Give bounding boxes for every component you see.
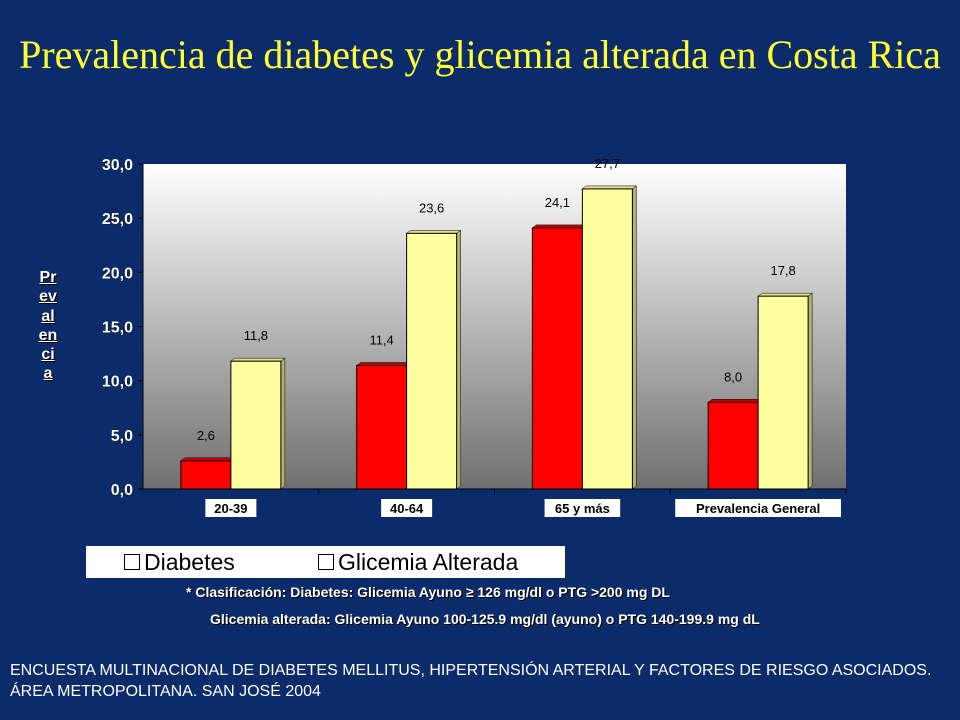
legend-swatch-diabetes xyxy=(124,554,140,570)
bar-diabetes xyxy=(531,227,583,490)
bar-diabetes xyxy=(356,365,408,490)
data-label: 17,8 xyxy=(770,263,795,278)
bar-side xyxy=(280,357,286,490)
bar-side xyxy=(807,292,813,490)
bar-glicemia xyxy=(757,295,809,490)
source-citation: ENCUESTA MULTINACIONAL DE DIABETES MELLI… xyxy=(10,662,932,700)
bar-diabetes xyxy=(180,460,232,490)
y-tick-label: 5,0 xyxy=(111,428,133,445)
bar-side xyxy=(456,229,461,490)
legend-swatch-glicemia xyxy=(318,554,334,570)
legend-label-diabetes: Diabetes xyxy=(144,549,235,575)
x-tick-label: 65 y más xyxy=(555,501,610,516)
y-axis-label: Prevalencia xyxy=(38,269,58,383)
x-tick-label: 20-39 xyxy=(214,501,247,516)
y-tick-label: 20,0 xyxy=(102,265,133,282)
x-tick-label: 40-64 xyxy=(390,501,424,516)
y-tick-label: 15,0 xyxy=(102,320,133,337)
note-glicemia: Glicemia alterada: Glicemia Ayuno 100-12… xyxy=(210,611,760,627)
x-tick-label-box xyxy=(381,499,433,517)
data-label: 23,6 xyxy=(419,200,444,215)
y-tick-label: 30,0 xyxy=(102,157,133,174)
bar-glicemia xyxy=(406,232,458,490)
bar-side xyxy=(632,185,637,490)
y-tick-label: 25,0 xyxy=(102,211,133,228)
y-tick-label: 10,0 xyxy=(102,374,133,391)
data-label: 2,6 xyxy=(197,428,215,443)
bar-chart: 0,0 5,0 10,0 15,0 20,0 25,0 30,0 20-39 40-64 65 y… xyxy=(102,156,847,517)
y-tick-label: 0,0 xyxy=(111,482,133,499)
bar-diabetes xyxy=(707,401,759,490)
x-tick-label-box xyxy=(675,499,842,517)
chart-legend: Diabetes Glicemia Alterada xyxy=(86,546,565,578)
data-label: 11,8 xyxy=(244,328,268,343)
data-label: 27,7 xyxy=(595,156,620,171)
x-tick-label-box xyxy=(205,499,257,517)
data-label: 8,0 xyxy=(724,369,742,384)
chart-title: Prevalencia de diabetes y glicemia alter… xyxy=(19,32,941,77)
bar-glicemia xyxy=(230,360,282,490)
x-tick-label-box xyxy=(544,499,621,517)
bar-glicemia xyxy=(581,188,633,490)
data-label: 24,1 xyxy=(545,195,570,210)
data-label: 11,4 xyxy=(369,333,393,348)
note-diabetes: * Clasificación: Diabetes: Glicemia Ayun… xyxy=(186,584,670,600)
legend-label-glicemia: Glicemia Alterada xyxy=(338,549,519,575)
x-tick-label: Prevalencia General xyxy=(696,501,820,516)
